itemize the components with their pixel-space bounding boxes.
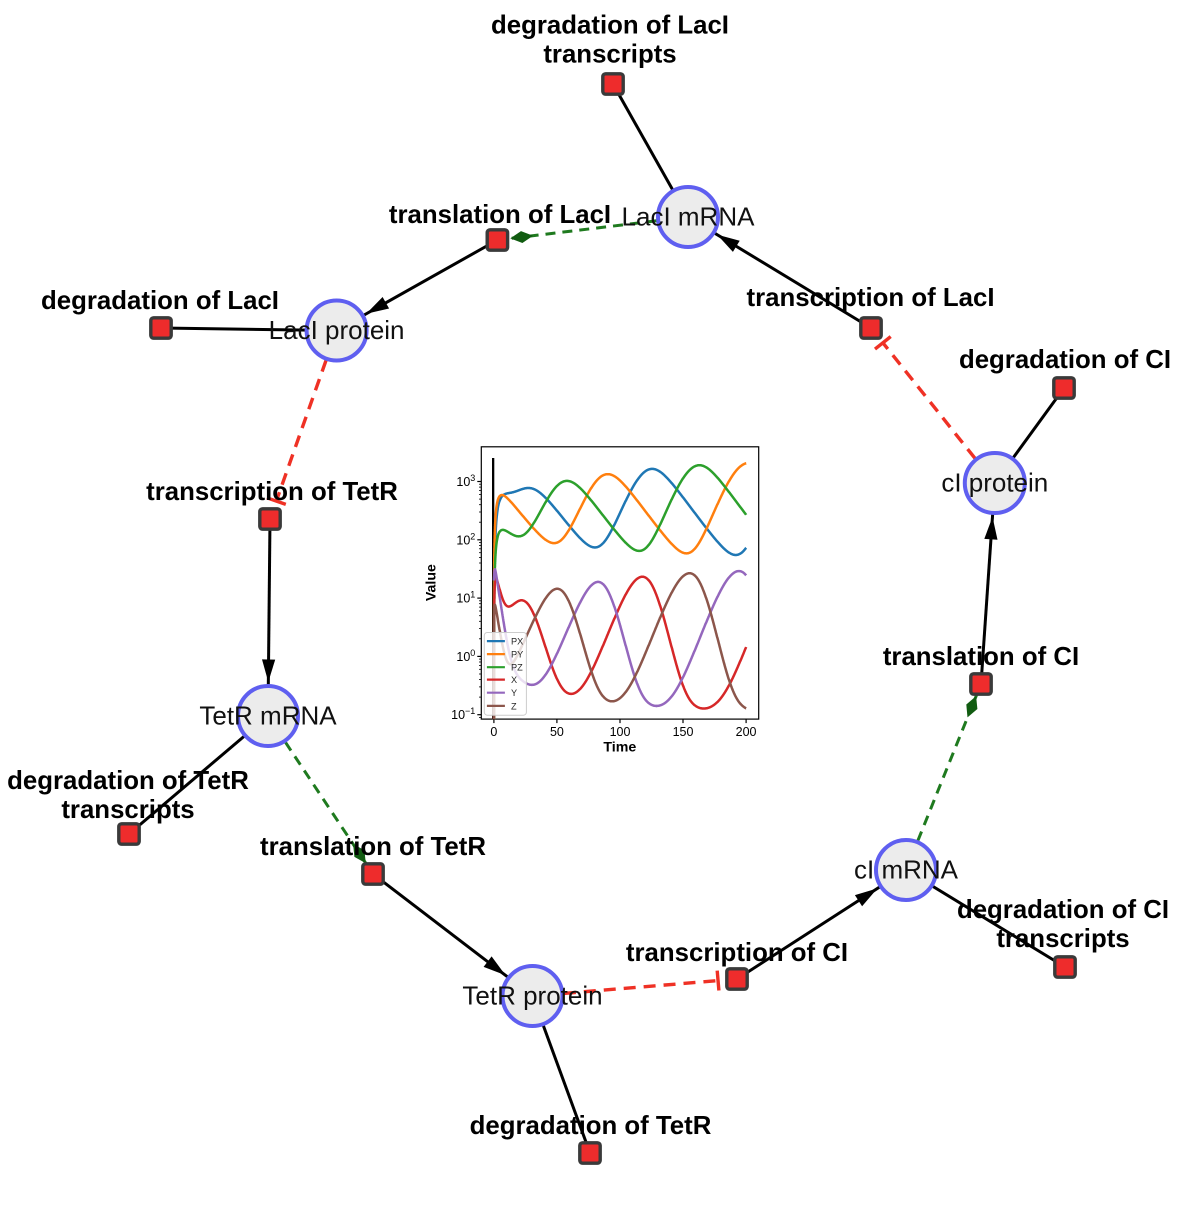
svg-text:TetR protein: TetR protein: [462, 981, 602, 1011]
svg-text:LacI mRNA: LacI mRNA: [622, 202, 756, 232]
svg-text:200: 200: [736, 725, 757, 739]
svg-text:100: 100: [610, 725, 631, 739]
svg-text:transcription of CI: transcription of CI: [626, 939, 848, 967]
svg-text:PZ: PZ: [511, 663, 523, 673]
svg-text:degradation of LacI: degradation of LacI: [491, 12, 729, 40]
svg-text:50: 50: [550, 725, 564, 739]
svg-text:cI mRNA: cI mRNA: [854, 855, 959, 885]
svg-text:translation of TetR: translation of TetR: [260, 833, 486, 861]
svg-text:TetR mRNA: TetR mRNA: [199, 701, 337, 731]
svg-text:transcripts: transcripts: [61, 796, 194, 824]
svg-text:Z: Z: [511, 701, 517, 711]
svg-text:Y: Y: [511, 688, 517, 698]
svg-text:transcription of TetR: transcription of TetR: [146, 478, 398, 506]
svg-text:LacI protein: LacI protein: [269, 315, 405, 345]
svg-text:degradation of TetR: degradation of TetR: [7, 767, 249, 795]
svg-text:degradation of CI: degradation of CI: [957, 896, 1169, 924]
svg-text:degradation of LacI: degradation of LacI: [41, 287, 279, 315]
svg-text:0: 0: [490, 725, 497, 739]
svg-text:cI protein: cI protein: [941, 468, 1048, 498]
svg-text:transcripts: transcripts: [543, 41, 676, 69]
svg-text:Time: Time: [603, 740, 636, 756]
svg-text:transcripts: transcripts: [996, 925, 1129, 953]
svg-text:PX: PX: [511, 637, 523, 647]
svg-text:X: X: [511, 675, 517, 685]
svg-text:degradation of CI: degradation of CI: [959, 346, 1171, 374]
svg-text:translation of LacI: translation of LacI: [389, 201, 611, 229]
svg-text:PY: PY: [511, 650, 523, 660]
svg-text:translation of CI: translation of CI: [883, 643, 1079, 671]
svg-text:transcription of LacI: transcription of LacI: [747, 284, 995, 312]
svg-text:degradation of TetR: degradation of TetR: [470, 1112, 712, 1140]
svg-text:150: 150: [673, 725, 694, 739]
svg-text:Value: Value: [424, 564, 440, 601]
